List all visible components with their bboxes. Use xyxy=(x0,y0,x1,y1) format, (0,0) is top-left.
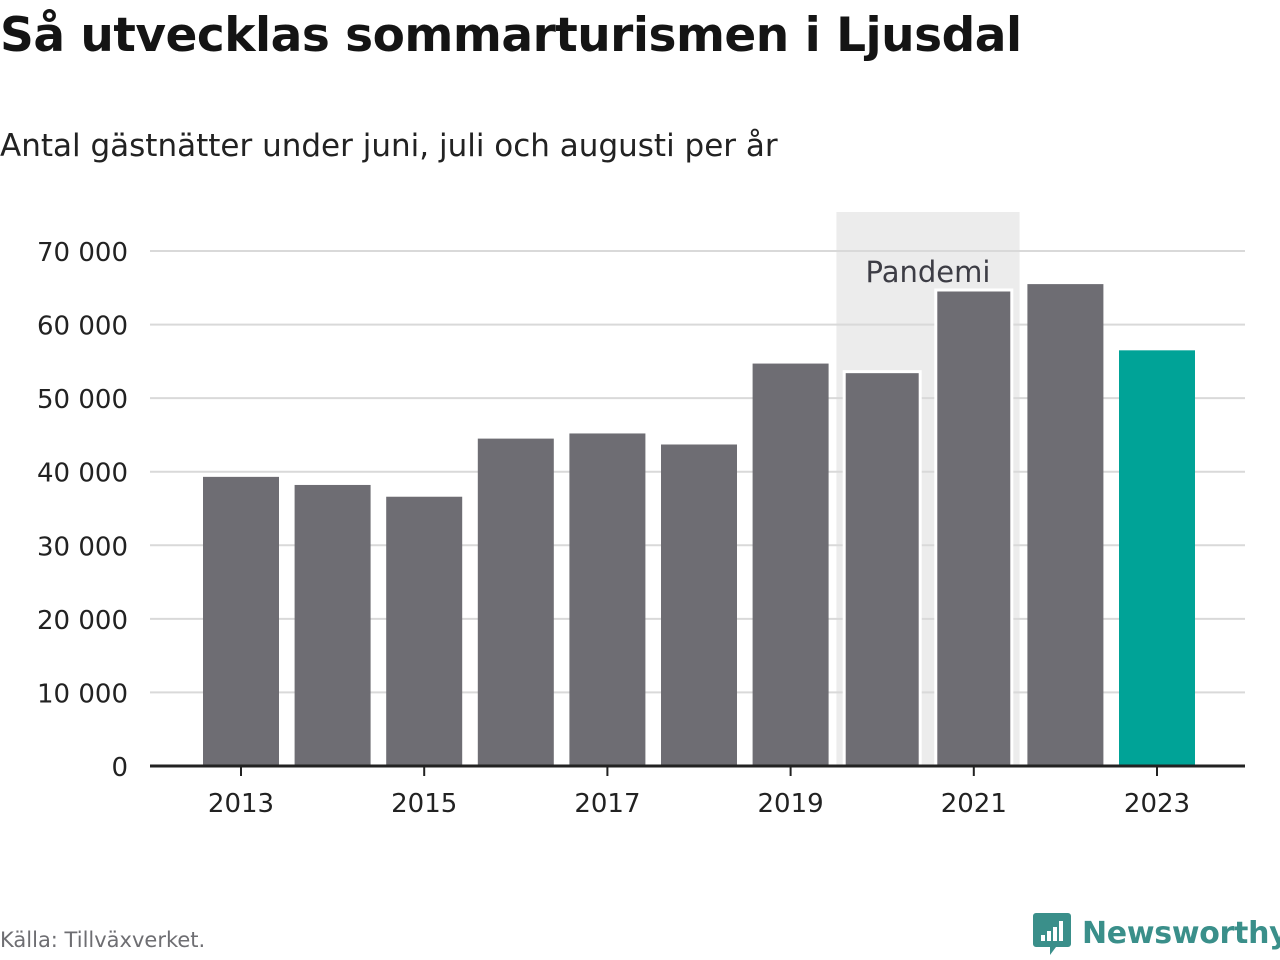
labels-layer: Pandemi 0 10 000 20 000 30 000 40 000 50 000 60… xyxy=(37,238,1190,819)
bar-2015 xyxy=(386,496,463,766)
bar-2022 xyxy=(1027,284,1104,766)
annotation-label: Pandemi xyxy=(866,255,991,289)
bars-layer xyxy=(203,284,1195,768)
y-tick-label: 60 000 xyxy=(37,312,128,342)
source-note: Källa: Tillväxverket. xyxy=(0,928,206,952)
x-tick-label: 2021 xyxy=(941,789,1007,819)
y-tick-label: 50 000 xyxy=(37,385,128,415)
bar-chart: Pandemi 0 10 000 20 000 30 000 40 000 50 000 60… xyxy=(37,212,1245,819)
y-tick-label: 30 000 xyxy=(37,532,128,562)
axis-layer xyxy=(150,764,1245,776)
bar-2023 xyxy=(1119,350,1195,766)
y-tick-label: 20 000 xyxy=(37,606,128,636)
y-tick-label: 70 000 xyxy=(37,238,128,268)
x-tick-label: 2023 xyxy=(1124,789,1190,819)
x-tick-label: 2015 xyxy=(391,789,457,819)
y-tick-label: 10 000 xyxy=(37,679,128,709)
y-tick-label: 0 xyxy=(111,753,128,783)
bar-2018 xyxy=(661,444,737,766)
chart-title: Så utvecklas sommarturismen i Ljusdal xyxy=(0,8,1022,63)
x-tick-label: 2019 xyxy=(758,789,824,819)
chart-subtitle: Antal gästnätter under juni, juli och au… xyxy=(0,128,778,164)
bar-2017 xyxy=(569,433,646,766)
bar-2021 xyxy=(934,288,1014,768)
bar-2014 xyxy=(294,484,371,766)
brand-logo: Newsworthy xyxy=(1032,908,1280,958)
y-tick-label: 40 000 xyxy=(37,459,128,489)
x-tick-label: 2017 xyxy=(574,789,640,819)
bar-2020 xyxy=(842,370,922,768)
newsworthy-logo-icon xyxy=(1033,913,1071,955)
brand-name: Newsworthy xyxy=(1082,915,1280,951)
bar-2016 xyxy=(477,438,554,766)
bar-2013 xyxy=(203,476,279,766)
x-tick-label: 2013 xyxy=(208,789,274,819)
bar-2019 xyxy=(752,363,829,766)
